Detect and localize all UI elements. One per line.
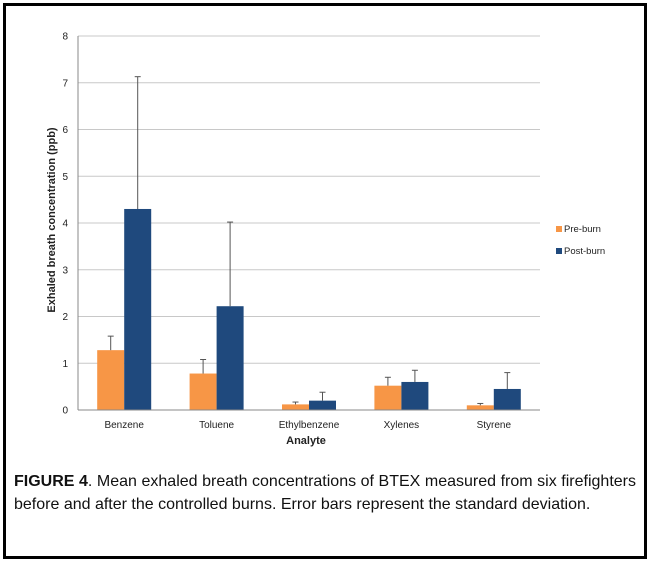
y-axis-title: Exhaled breath concentration (ppb) xyxy=(46,127,58,313)
y-tick-label: 0 xyxy=(62,406,68,417)
x-tick-label: Toluene xyxy=(199,420,234,431)
pre-burn-bar xyxy=(282,404,309,410)
bars xyxy=(97,208,521,410)
pre-burn-bar xyxy=(189,373,217,410)
x-axis-title: Analyte xyxy=(286,435,326,447)
x-tick-label: Styrene xyxy=(477,420,512,431)
x-tick-labels: Benzene Toluene Ethylbenzene Xylenes Styrene xyxy=(104,420,511,431)
y-tick-label: 2 xyxy=(62,312,68,323)
y-tick-label: 7 xyxy=(62,78,68,89)
y-tick-label: 8 xyxy=(62,32,68,43)
legend-label: Pre-burn xyxy=(564,224,601,235)
post-burn-bar xyxy=(124,208,152,410)
post-burn-bar xyxy=(216,306,244,410)
y-tick-label: 3 xyxy=(62,265,68,276)
error-bars xyxy=(107,76,511,406)
legend: Pre-burn Post-burn xyxy=(556,224,605,257)
pre-burn-bar xyxy=(374,385,402,410)
legend-label: Post-burn xyxy=(564,246,605,257)
x-tick-label: Benzene xyxy=(104,420,144,431)
y-tick-label: 4 xyxy=(62,219,68,230)
figure-caption: FIGURE 4. Mean exhaled breath concentrat… xyxy=(14,470,636,516)
legend-swatch xyxy=(556,226,562,232)
pre-burn-bar xyxy=(97,350,125,410)
axes xyxy=(77,36,540,411)
figure-frame xyxy=(3,3,647,559)
post-burn-bar xyxy=(401,381,429,410)
legend-swatch xyxy=(556,248,562,254)
y-tick-labels: 0 1 2 3 4 5 6 7 8 xyxy=(62,32,68,417)
x-tick-label: Xylenes xyxy=(384,420,420,431)
x-tick-label: Ethylbenzene xyxy=(279,420,340,431)
gridlines xyxy=(78,35,540,364)
post-burn-bar xyxy=(309,400,336,410)
caption-text: . Mean exhaled breath concentrations of … xyxy=(14,473,636,513)
y-tick-label: 5 xyxy=(62,172,68,183)
bar-chart: 0 1 2 3 4 5 6 7 8 Benzene Toluene Ethylbenzene Xyle… xyxy=(46,32,605,448)
y-tick-label: 1 xyxy=(62,359,68,370)
post-burn-bar xyxy=(493,388,521,410)
pre-burn-bar xyxy=(466,405,494,410)
y-tick-label: 6 xyxy=(62,125,68,136)
figure-label: FIGURE 4 xyxy=(14,473,88,490)
